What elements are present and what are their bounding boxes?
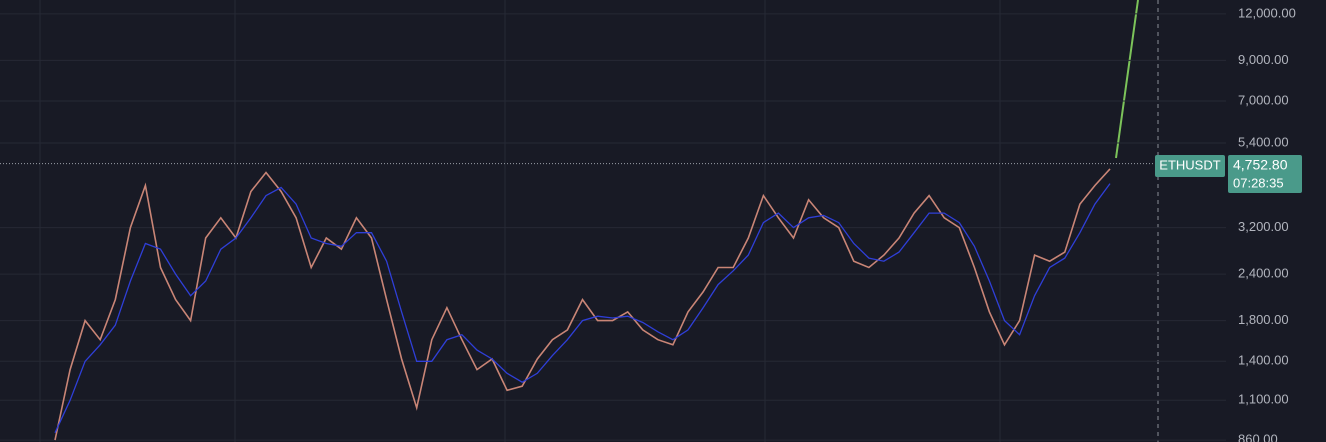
y-tick-label: 12,000.00 [1238, 5, 1296, 20]
symbol-label: ETHUSDT [1159, 157, 1220, 172]
y-tick-label: 1,400.00 [1238, 353, 1289, 368]
y-tick-label: 2,400.00 [1238, 266, 1289, 281]
plot: 12,000.00 9,000.00 7,000.00 5,400.00 3,200.0… [0, 5, 1296, 442]
y-tick-label: 3,200.00 [1238, 219, 1289, 234]
y-tick-label: 9,000.00 [1238, 52, 1289, 67]
vertical-grid [39, 0, 1001, 442]
price-line [54, 183, 1111, 434]
y-tick-label: 860.00 [1238, 432, 1278, 442]
symbol-badge [1155, 155, 1225, 177]
y-tick-label: 1,100.00 [1238, 392, 1289, 407]
countdown-label: 07:28:35 [1233, 175, 1284, 190]
y-tick-label: 7,000.00 [1238, 92, 1289, 107]
price-line [54, 168, 1111, 441]
y-tick-label: 1,800.00 [1238, 312, 1289, 327]
projection-line [1115, 0, 1139, 159]
last-price-label: 4,752.80 [1233, 157, 1288, 173]
y-tick-label: 5,400.00 [1238, 134, 1289, 149]
price-badge [1228, 155, 1302, 193]
